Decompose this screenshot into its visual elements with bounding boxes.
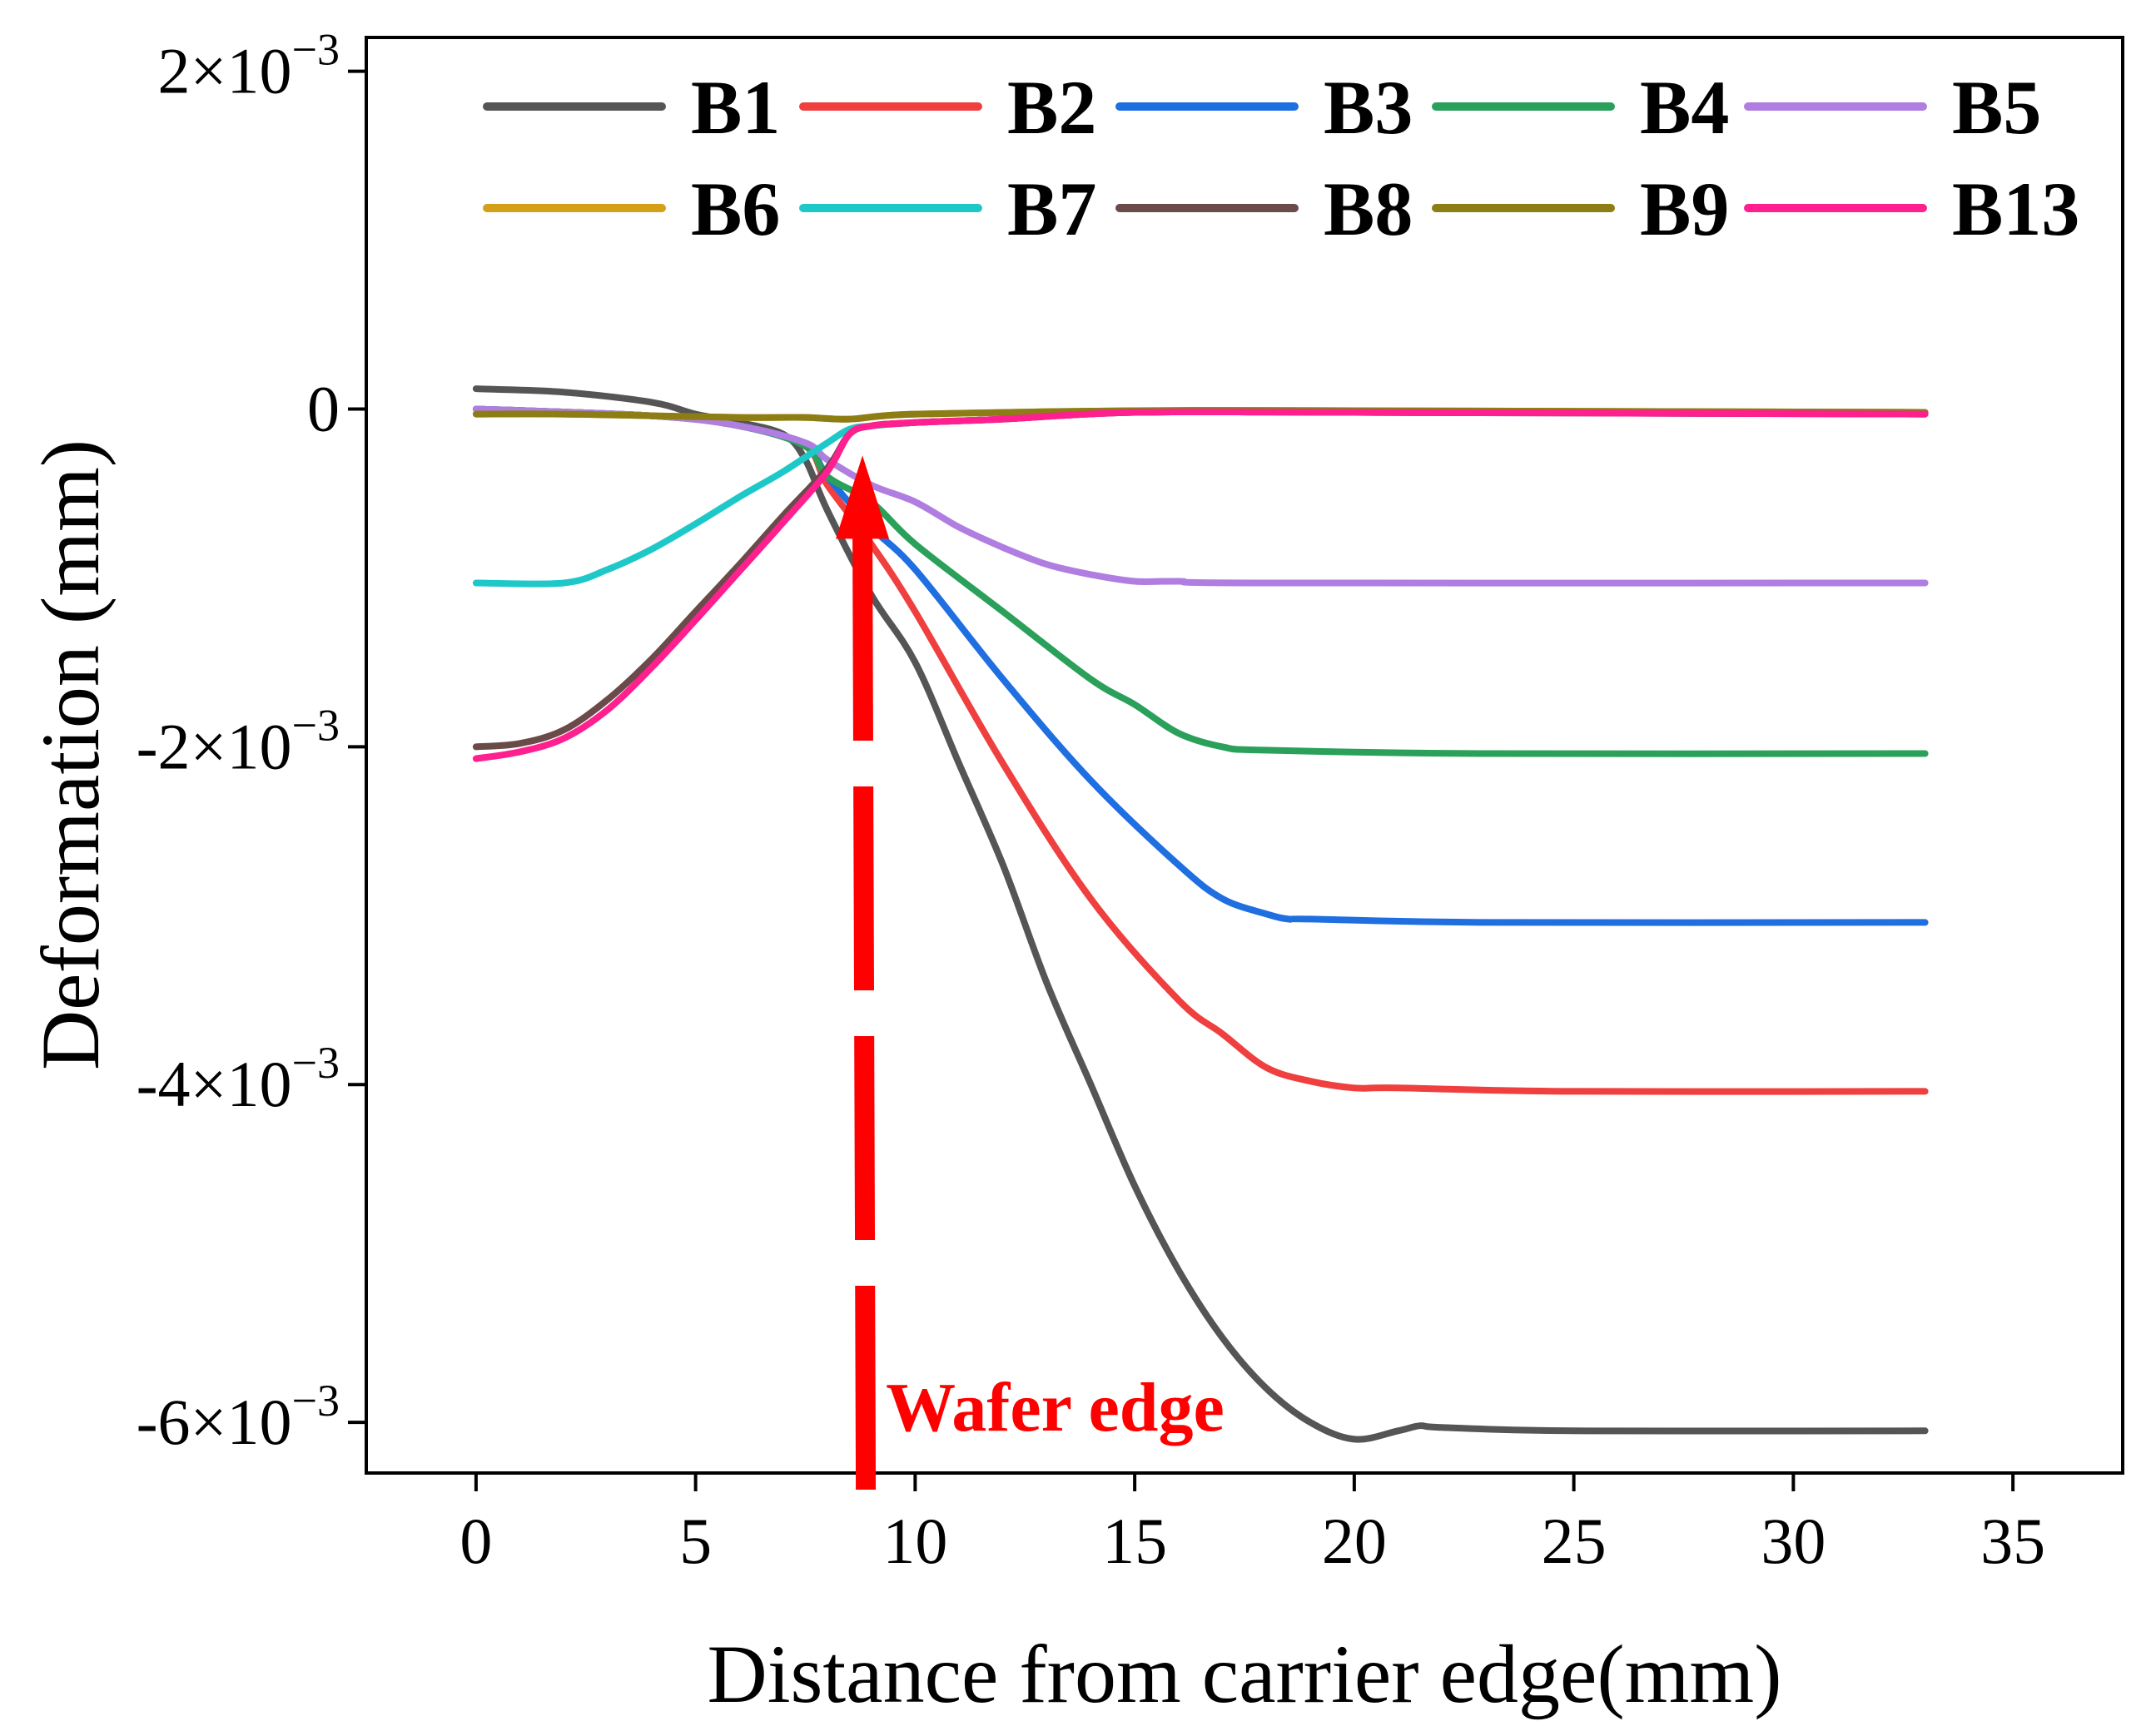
x-tick-label: 5 (679, 1505, 712, 1577)
wafer-edge-dashed-line (852, 534, 877, 1490)
series-lines (472, 385, 1929, 1443)
series-line-b7 (472, 408, 1929, 588)
y-tick-label: 2×10−3 (158, 25, 340, 107)
legend-label-b6: B6 (691, 166, 780, 251)
x-axis: 0 5 10 15 20 25 30 35 (460, 1473, 2045, 1577)
legend-label-b8: B8 (1324, 166, 1413, 251)
legend: B1 B2 B3 B4 B5 B6 B7 B8 B9 B13 (483, 65, 2079, 251)
y-axis: 2×10−3 0 -2×10−3 -4×10−3 -6×10−3 (137, 25, 366, 1458)
legend-label-b3: B3 (1324, 65, 1413, 150)
y-tick-label: -4×10−3 (137, 1038, 340, 1120)
wafer-edge-annotation: Wafer edge (836, 455, 1225, 1490)
legend-label-b5: B5 (1952, 65, 2041, 150)
wafer-edge-label: Wafer edge (886, 1369, 1225, 1446)
x-tick-label: 0 (460, 1505, 492, 1577)
legend-label-b2: B2 (1007, 65, 1096, 150)
x-tick-label: 20 (1322, 1505, 1387, 1577)
series-line-b1 (472, 385, 1929, 1443)
y-tick-label: -6×10−3 (137, 1376, 340, 1458)
y-tick-label: 0 (307, 372, 340, 444)
wafer-edge-arrowhead (836, 455, 890, 539)
x-tick-label: 35 (1980, 1505, 2045, 1577)
y-axis-title: Deformation (mm) (24, 439, 117, 1070)
x-tick-label: 15 (1102, 1505, 1167, 1577)
series-line-b13 (472, 408, 1929, 762)
plot-frame (365, 36, 2124, 1475)
legend-label-b13: B13 (1952, 166, 2079, 251)
x-axis-title: Distance from carrier edge(mm) (707, 1628, 1781, 1720)
x-tick-label: 10 (882, 1505, 947, 1577)
x-tick-label: 25 (1542, 1505, 1607, 1577)
legend-label-b9: B9 (1640, 166, 1729, 251)
series-line-b5 (472, 405, 1929, 587)
y-tick-label: -2×10−3 (137, 700, 340, 782)
legend-label-b4: B4 (1640, 65, 1729, 150)
series-line-b3 (472, 405, 1929, 926)
series-line-b2 (472, 405, 1929, 1095)
x-tick-label: 30 (1761, 1505, 1826, 1577)
legend-label-b1: B1 (691, 65, 780, 150)
legend-label-b7: B7 (1007, 166, 1096, 251)
